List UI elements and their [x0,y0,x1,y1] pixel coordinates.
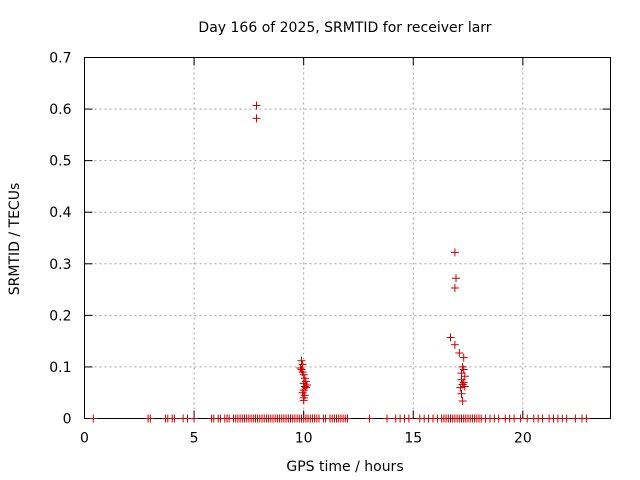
data-point [446,333,455,342]
x-axis-label: GPS time / hours [286,459,403,475]
data-points [89,101,591,423]
y-axis-label: SRMTID / TECUs [7,183,23,296]
data-point [299,396,308,405]
x-tick-label: 10 [295,431,313,447]
data-point [582,414,591,423]
chart-title: Day 166 of 2025, SRMTID for receiver lar… [198,20,491,36]
data-point [562,414,571,423]
data-point [452,274,460,283]
data-point [300,382,309,391]
y-tick-label: 0 [63,412,72,428]
data-point [296,364,305,372]
data-point [365,414,374,423]
x-tick-label: 0 [80,431,89,447]
x-tick-label: 15 [404,431,422,447]
y-tick-label: 0.1 [49,360,71,376]
data-point [450,340,459,349]
y-tick-label: 0.2 [49,308,71,324]
data-point [455,349,464,357]
data-point [460,382,469,391]
data-point [450,248,459,257]
y-tick-label: 0.4 [49,205,71,221]
data-point [89,414,98,423]
data-point [450,284,459,292]
grid [84,57,611,419]
data-point [190,414,199,423]
data-point [383,414,391,423]
y-tick-label: 0.6 [49,102,71,118]
data-point [343,414,352,423]
data-point [457,389,466,398]
data-point [146,414,155,423]
data-point [456,383,465,392]
data-point [252,114,261,123]
y-tick-label: 0.3 [49,257,71,273]
data-point [459,378,468,387]
data-point [459,353,468,362]
data-point [252,101,261,110]
y-tick-label: 0.7 [49,51,71,67]
data-point [297,356,306,365]
y-tick-label: 0.5 [49,154,71,170]
data-point [170,414,179,423]
data-point [460,372,469,381]
x-tick-label: 20 [514,431,532,447]
data-point [299,370,308,379]
x-tick-label: 5 [190,431,199,447]
data-point [404,414,413,423]
axis-ticks: 0 0.1 0.2 0.3 0.4 0.5 0.6 0.7 0 5 10 15 20 [49,51,611,447]
plot-frame [84,57,611,419]
data-point [458,397,467,405]
